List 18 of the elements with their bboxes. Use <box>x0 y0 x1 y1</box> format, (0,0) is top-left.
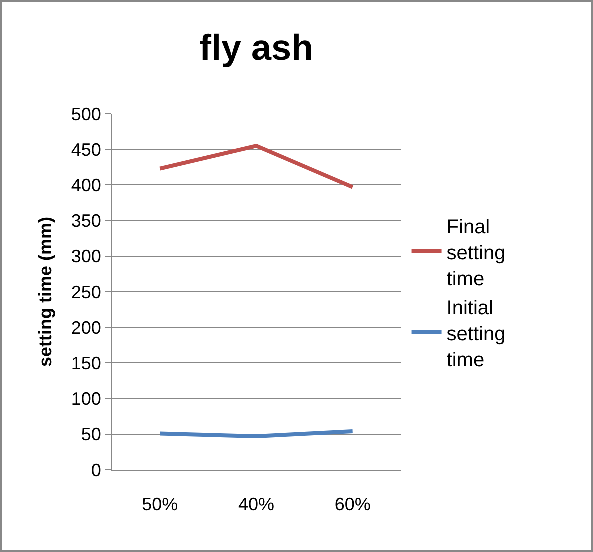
y-tick-label: 250 <box>71 282 102 302</box>
legend-label: Final setting time <box>446 216 506 290</box>
y-tick-label: 50 <box>81 424 102 445</box>
legend-label: Initial setting time <box>446 297 506 372</box>
y-tick-label: 300 <box>71 246 102 267</box>
x-tick-label: 40% <box>238 494 275 515</box>
y-tick-label: 350 <box>71 211 102 232</box>
chart-title: fly ash <box>199 27 314 68</box>
y-tick-label: 100 <box>71 389 102 410</box>
y-tick-label: 400 <box>71 176 102 196</box>
y-tick-label: 500 <box>71 104 102 124</box>
y-tick-label: 0 <box>91 460 102 480</box>
x-tick-label: 50% <box>142 494 178 515</box>
y-axis-title: setting time (mm) <box>36 216 56 368</box>
y-tick-label: 200 <box>71 318 102 338</box>
y-tick-label: 150 <box>71 354 102 374</box>
y-tick-label: 450 <box>71 140 102 160</box>
x-tick-label: 60% <box>334 494 371 515</box>
